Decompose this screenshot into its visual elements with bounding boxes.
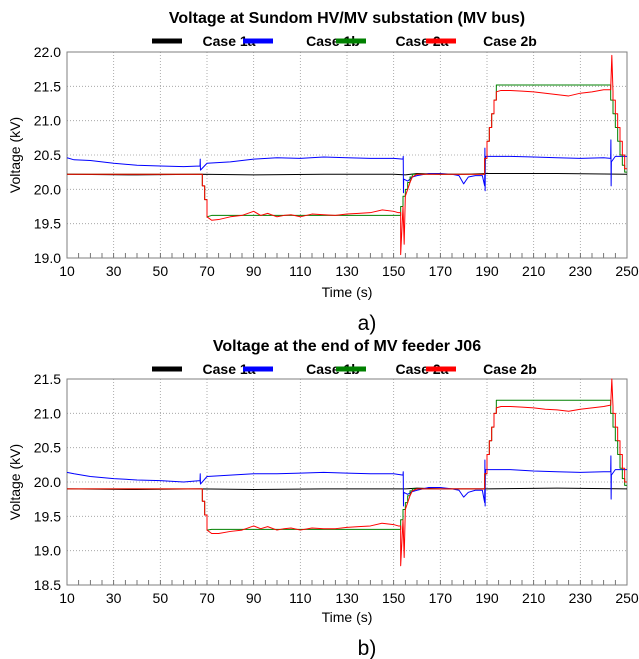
- x-axis-label: Time (s): [322, 284, 373, 300]
- legend-label: Case 2a: [396, 361, 449, 377]
- chart-title: Voltage at the end of MV feeder J06: [213, 338, 481, 355]
- x-tick-label: 190: [475, 590, 499, 606]
- x-tick-label: 150: [382, 590, 406, 606]
- x-tick-label: 250: [615, 590, 639, 606]
- plot-grid: [67, 379, 627, 585]
- series-line-case-1b: [66, 455, 627, 507]
- y-tick-label: 18.5: [34, 577, 61, 593]
- y-tick-label: 19.0: [34, 250, 61, 266]
- x-tick-label: 90: [246, 263, 262, 279]
- x-tick-label: 210: [522, 263, 546, 279]
- y-tick-label: 19.0: [34, 543, 61, 559]
- chart-legend: Case 1a Case 1b Case 2a Case 2b: [152, 361, 537, 377]
- y-tick-label: 22.0: [34, 44, 61, 60]
- x-tick-label: 130: [335, 590, 359, 606]
- x-minor-ticks: [66, 580, 628, 585]
- x-minor-ticks: [66, 253, 628, 258]
- x-tick-label: 170: [429, 263, 453, 279]
- x-tick-label: 150: [382, 263, 406, 279]
- y-tick-label: 19.5: [34, 216, 61, 232]
- x-tick-label: 10: [59, 590, 75, 606]
- y-tick-label: 20.0: [34, 181, 61, 197]
- x-tick-label: 70: [199, 590, 215, 606]
- y-tick-label: 20.0: [34, 474, 61, 490]
- legend-label: Case 1a: [203, 361, 256, 377]
- chart-legend: Case 1a Case 1b Case 2a Case 2b: [152, 33, 537, 49]
- y-axis-label: Voltage (kV): [7, 444, 23, 520]
- x-tick-label: 30: [106, 590, 122, 606]
- legend-label: Case 1b: [306, 361, 360, 377]
- x-tick-label: 130: [335, 263, 359, 279]
- panel-label: b): [358, 637, 377, 659]
- panel-label: a): [358, 312, 377, 335]
- legend-label: Case 1a: [203, 33, 256, 49]
- chart-panel-a: Voltage at Sundom HV/MV substation (MV b…: [7, 10, 639, 335]
- x-tick-label: 190: [475, 263, 499, 279]
- chart-title: Voltage at Sundom HV/MV substation (MV b…: [169, 10, 525, 27]
- x-tick-label: 10: [59, 263, 75, 279]
- legend-label: Case 2b: [483, 33, 537, 49]
- y-tick-label: 21.5: [34, 371, 61, 387]
- y-tick-label: 20.5: [34, 440, 61, 456]
- x-tick-label: 230: [569, 590, 593, 606]
- series-line-case-2a: [67, 84, 627, 218]
- y-tick-label: 19.5: [34, 508, 61, 524]
- x-tick-label: 170: [429, 590, 453, 606]
- series-line-case-2b: [67, 378, 627, 567]
- x-tick-label: 50: [153, 263, 169, 279]
- y-tick-label: 20.5: [34, 147, 61, 163]
- legend-label: Case 2a: [396, 33, 449, 49]
- x-tick-label: 70: [199, 263, 215, 279]
- chart-panel-b: Voltage at the end of MV feeder J06Case …: [7, 338, 639, 659]
- plot-frame: [66, 51, 628, 259]
- series-lines: [66, 378, 628, 567]
- x-tick-label: 110: [289, 590, 312, 606]
- x-tick-label: 90: [246, 590, 262, 606]
- x-tick-label: 30: [106, 263, 122, 279]
- x-axis-label: Time (s): [322, 609, 373, 625]
- legend-label: Case 2b: [483, 361, 537, 377]
- series-line-case-2a: [67, 399, 627, 531]
- plot-grid: [67, 52, 627, 258]
- series-line-case-1b: [66, 139, 627, 194]
- series-line-case-2b: [67, 54, 627, 256]
- x-tick-label: 230: [569, 263, 593, 279]
- series-lines: [66, 54, 628, 256]
- y-tick-label: 21.0: [34, 405, 61, 421]
- y-tick-label: 21.5: [34, 78, 61, 94]
- x-tick-label: 110: [289, 263, 312, 279]
- legend-label: Case 1b: [306, 33, 360, 49]
- x-tick-label: 210: [522, 590, 546, 606]
- x-tick-label: 50: [153, 590, 169, 606]
- x-tick-label: 250: [615, 263, 639, 279]
- y-tick-label: 21.0: [34, 113, 61, 129]
- y-axis-label: Voltage (kV): [7, 117, 23, 193]
